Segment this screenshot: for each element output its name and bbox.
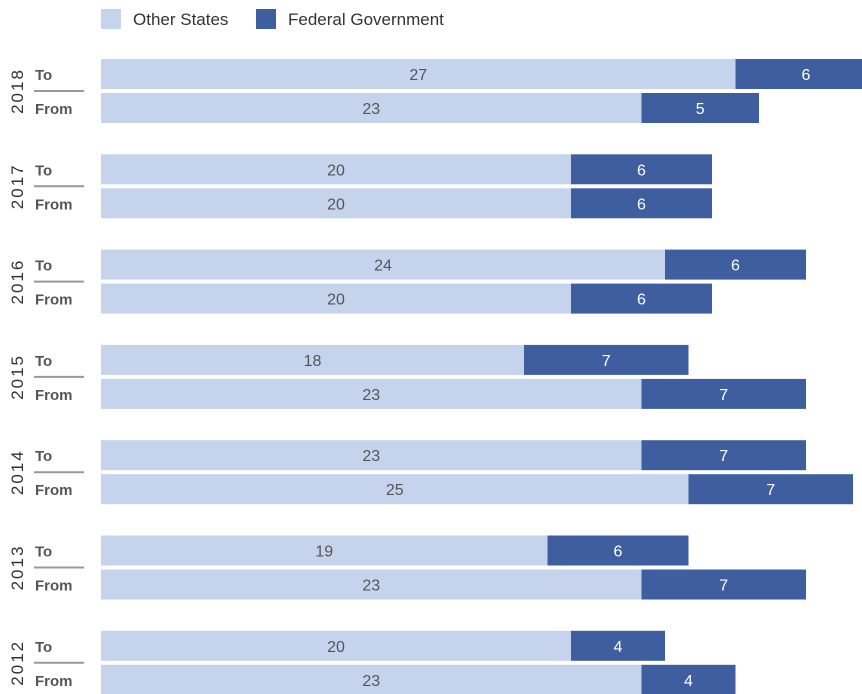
value-label-federal-government: 6 — [637, 292, 646, 309]
value-label-federal-government: 7 — [719, 448, 728, 465]
value-label-other-states: 23 — [362, 673, 380, 690]
row-label-from: From — [35, 292, 73, 309]
bar-federal-government — [665, 249, 806, 280]
row-label-to: To — [35, 67, 52, 84]
legend-label-other-states: Other States — [133, 10, 228, 29]
value-label-other-states: 20 — [327, 639, 345, 656]
row-label-from: From — [35, 673, 73, 690]
bar-federal-government — [735, 59, 862, 89]
value-label-federal-government: 7 — [602, 353, 611, 370]
year-label: 2016 — [8, 259, 27, 305]
bar-federal-government — [641, 378, 806, 409]
value-label-federal-government: 6 — [614, 544, 623, 561]
bar-federal-government — [641, 440, 806, 471]
value-label-other-states: 27 — [409, 67, 427, 84]
year-group-2012: 20 4 To 23 4 From 2012 — [8, 630, 736, 694]
row-label-to: To — [35, 162, 52, 179]
bar-federal-government — [571, 154, 712, 185]
year-group-2018: 27 6 To 23 5 From 2018 — [8, 59, 862, 123]
row-label-to: To — [35, 258, 52, 275]
bar-other-states — [101, 630, 571, 661]
value-label-federal-government: 6 — [802, 67, 811, 84]
year-group-2015: 18 7 To 23 7 From 2015 — [8, 344, 806, 409]
bar-other-states — [101, 249, 665, 280]
row-label-to: To — [35, 639, 52, 656]
bar-federal-government — [571, 283, 712, 314]
value-label-other-states: 25 — [386, 482, 404, 499]
legend-swatch-other-states — [101, 9, 121, 29]
bar-other-states — [101, 188, 571, 219]
legend-label-federal-government: Federal Government — [288, 10, 444, 29]
bar-other-states — [101, 59, 736, 89]
row-label-to: To — [35, 353, 52, 370]
value-label-federal-government: 5 — [696, 101, 705, 118]
value-label-other-states: 20 — [327, 292, 345, 309]
bar-federal-government — [641, 93, 759, 123]
year-group-2017: 20 6 To 20 6 From 2017 — [8, 154, 712, 219]
year-label: 2013 — [8, 545, 27, 591]
value-label-federal-government: 6 — [637, 196, 646, 213]
year-group-2014: 23 7 To 25 7 From 2014 — [8, 440, 853, 505]
row-label-from: From — [35, 196, 73, 213]
bar-other-states — [101, 283, 571, 314]
value-label-federal-government: 7 — [719, 578, 728, 595]
row-label-to: To — [35, 448, 52, 465]
year-label: 2014 — [8, 449, 27, 495]
year-label: 2015 — [8, 354, 27, 400]
value-label-other-states: 23 — [362, 578, 380, 595]
year-label: 2018 — [8, 68, 27, 114]
value-label-federal-government: 7 — [719, 387, 728, 404]
bar-other-states — [101, 440, 642, 471]
value-label-other-states: 18 — [304, 353, 322, 370]
bar-federal-government — [641, 664, 736, 694]
value-label-other-states: 24 — [374, 258, 392, 275]
year-label: 2017 — [8, 163, 27, 209]
row-label-from: From — [35, 101, 73, 118]
bar-federal-government — [688, 474, 853, 505]
year-label: 2012 — [8, 640, 27, 686]
value-label-other-states: 20 — [327, 196, 345, 213]
year-group-2013: 19 6 To 23 7 From 2013 — [8, 535, 806, 600]
year-group-2016: 24 6 To 20 6 From 2016 — [8, 249, 806, 314]
bar-federal-government — [641, 569, 806, 600]
value-label-federal-government: 6 — [637, 162, 646, 179]
chart-legend: Other States Federal Government — [101, 9, 444, 29]
value-label-other-states: 20 — [327, 162, 345, 179]
value-label-other-states: 23 — [362, 448, 380, 465]
value-label-federal-government: 7 — [766, 482, 775, 499]
bar-federal-government — [547, 535, 689, 566]
bar-federal-government — [571, 630, 665, 661]
row-label-from: From — [35, 482, 73, 499]
bar-other-states — [101, 344, 524, 375]
value-label-other-states: 19 — [315, 544, 333, 561]
bar-other-states — [101, 154, 571, 185]
value-label-federal-government: 6 — [731, 258, 740, 275]
legend-swatch-federal-government — [256, 9, 276, 29]
bar-other-states — [101, 664, 642, 694]
value-label-federal-government: 4 — [684, 673, 693, 690]
row-label-from: From — [35, 578, 73, 595]
value-label-federal-government: 4 — [614, 639, 623, 656]
value-label-other-states: 23 — [362, 101, 380, 118]
row-label-from: From — [35, 387, 73, 404]
value-label-other-states: 23 — [362, 387, 380, 404]
bar-other-states — [101, 93, 642, 123]
bar-other-states — [101, 378, 642, 409]
bar-federal-government — [524, 344, 689, 375]
bar-other-states — [101, 535, 548, 566]
bar-other-states — [101, 569, 642, 600]
bar-other-states — [101, 474, 689, 505]
bar-federal-government — [571, 188, 712, 219]
row-label-to: To — [35, 544, 52, 561]
